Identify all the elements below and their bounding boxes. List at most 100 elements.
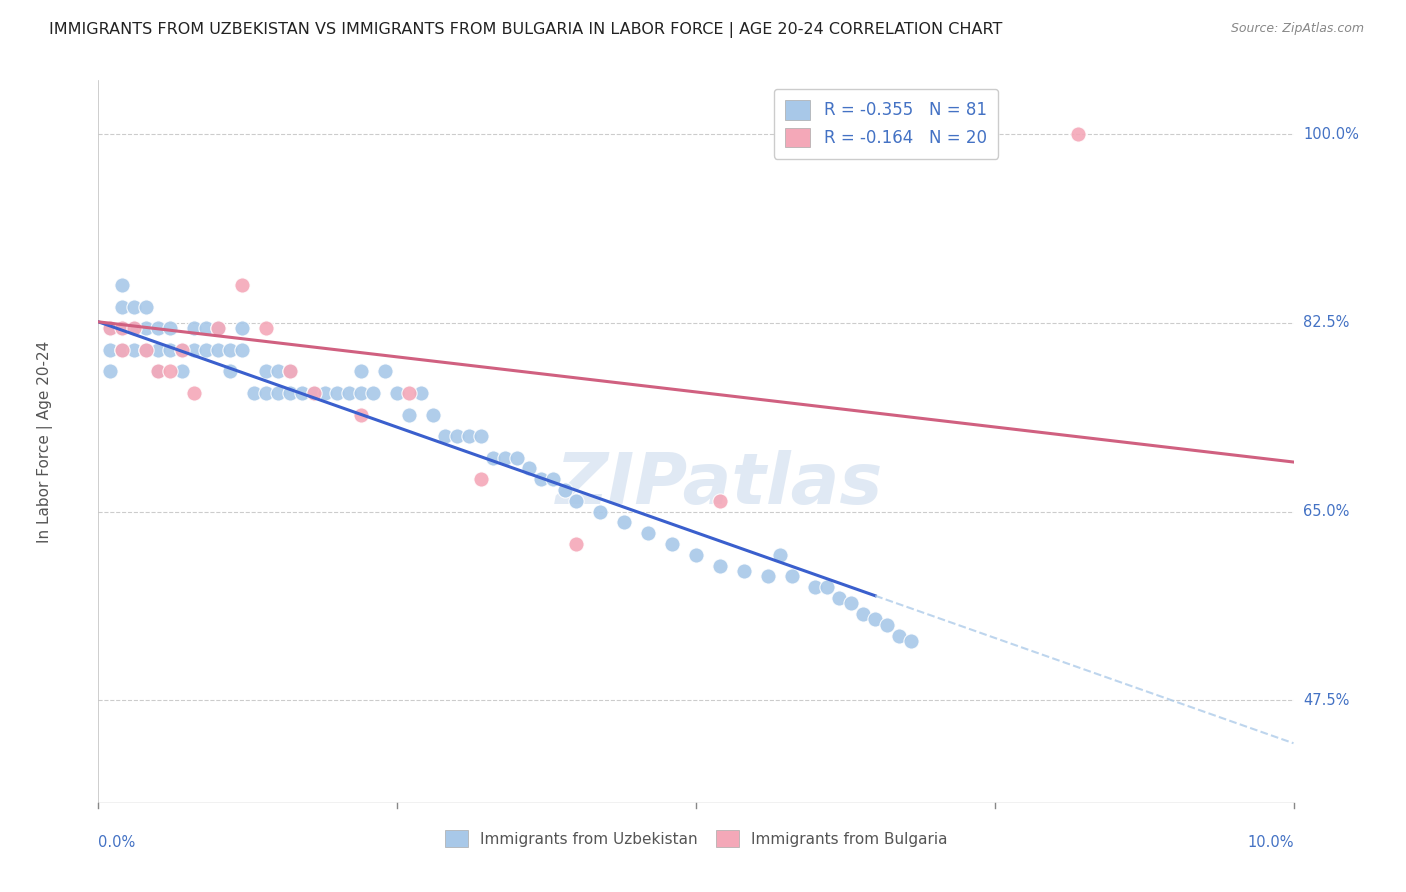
Point xyxy=(159,321,181,335)
Point xyxy=(98,321,122,335)
Point xyxy=(231,321,253,335)
Point xyxy=(434,429,457,443)
Point xyxy=(231,278,253,293)
Point xyxy=(98,343,122,357)
Point xyxy=(172,343,194,357)
Point xyxy=(98,364,122,378)
Point xyxy=(278,386,301,401)
Point xyxy=(350,364,373,378)
Text: 10.0%: 10.0% xyxy=(1247,835,1294,850)
Point xyxy=(350,386,373,401)
Point xyxy=(709,493,731,508)
Point xyxy=(111,343,134,357)
Point xyxy=(159,343,181,357)
Point xyxy=(148,343,170,357)
Legend: Immigrants from Uzbekistan, Immigrants from Bulgaria: Immigrants from Uzbekistan, Immigrants f… xyxy=(436,821,956,856)
Point xyxy=(804,580,827,594)
Point xyxy=(637,526,659,541)
Point xyxy=(195,343,218,357)
Point xyxy=(900,634,922,648)
Point xyxy=(315,386,337,401)
Point xyxy=(291,386,314,401)
Point xyxy=(135,343,157,357)
Point xyxy=(302,386,325,401)
Point xyxy=(148,321,170,335)
Point xyxy=(135,300,157,314)
Text: 47.5%: 47.5% xyxy=(1303,693,1350,708)
Point xyxy=(148,364,170,378)
Point xyxy=(398,408,420,422)
Point xyxy=(254,386,277,401)
Point xyxy=(411,386,433,401)
Text: Source: ZipAtlas.com: Source: ZipAtlas.com xyxy=(1230,22,1364,36)
Point xyxy=(733,564,755,578)
Point xyxy=(398,386,420,401)
Text: IMMIGRANTS FROM UZBEKISTAN VS IMMIGRANTS FROM BULGARIA IN LABOR FORCE | AGE 20-2: IMMIGRANTS FROM UZBEKISTAN VS IMMIGRANTS… xyxy=(49,22,1002,38)
Point xyxy=(159,364,181,378)
Point xyxy=(709,558,731,573)
Point xyxy=(470,472,492,486)
Point xyxy=(267,364,290,378)
Point xyxy=(207,321,229,335)
Point xyxy=(172,364,194,378)
Point xyxy=(363,386,385,401)
Point xyxy=(589,505,612,519)
Point xyxy=(172,343,194,357)
Point xyxy=(183,321,205,335)
Point xyxy=(470,429,492,443)
Point xyxy=(135,343,157,357)
Point xyxy=(111,321,134,335)
Point xyxy=(219,343,242,357)
Point xyxy=(98,321,122,335)
Point xyxy=(613,516,636,530)
Point xyxy=(458,429,481,443)
Point xyxy=(278,364,301,378)
Point xyxy=(124,343,146,357)
Point xyxy=(183,343,205,357)
Point xyxy=(565,493,588,508)
Point xyxy=(1067,127,1090,141)
Text: 100.0%: 100.0% xyxy=(1303,127,1360,142)
Point xyxy=(111,278,134,293)
Point xyxy=(506,450,529,465)
Point xyxy=(780,569,803,583)
Point xyxy=(339,386,361,401)
Point xyxy=(685,548,707,562)
Point xyxy=(828,591,851,605)
Text: 0.0%: 0.0% xyxy=(98,835,135,850)
Point xyxy=(815,580,838,594)
Text: 65.0%: 65.0% xyxy=(1303,504,1350,519)
Text: 82.5%: 82.5% xyxy=(1303,316,1350,330)
Point xyxy=(183,386,205,401)
Point xyxy=(554,483,576,497)
Point xyxy=(876,618,898,632)
Point xyxy=(124,321,146,335)
Point xyxy=(530,472,553,486)
Point xyxy=(124,300,146,314)
Point xyxy=(756,569,779,583)
Point xyxy=(135,321,157,335)
Point xyxy=(482,450,505,465)
Point xyxy=(302,386,325,401)
Point xyxy=(148,364,170,378)
Point xyxy=(422,408,444,422)
Point xyxy=(541,472,564,486)
Point xyxy=(517,461,540,475)
Point xyxy=(865,612,887,626)
Point xyxy=(195,321,218,335)
Point xyxy=(124,321,146,335)
Point xyxy=(111,343,134,357)
Point xyxy=(219,364,242,378)
Point xyxy=(385,386,409,401)
Point xyxy=(254,321,277,335)
Point xyxy=(111,321,134,335)
Point xyxy=(267,386,290,401)
Text: In Labor Force | Age 20-24: In Labor Force | Age 20-24 xyxy=(37,341,52,542)
Point xyxy=(231,343,253,357)
Point xyxy=(565,537,588,551)
Point xyxy=(841,596,863,610)
Point xyxy=(254,364,277,378)
Point xyxy=(111,300,134,314)
Point xyxy=(278,364,301,378)
Point xyxy=(494,450,516,465)
